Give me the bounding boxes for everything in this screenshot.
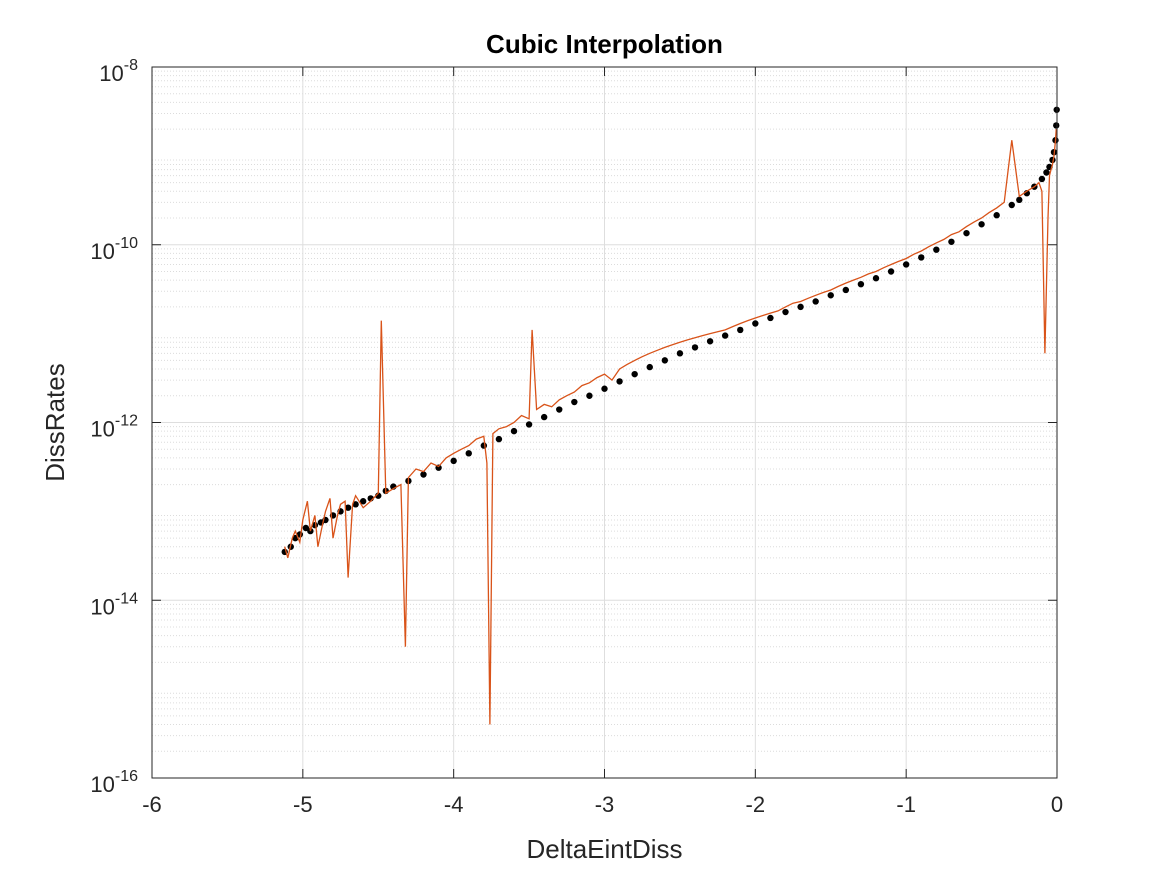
- x-tick-label: -4: [444, 792, 464, 817]
- data-point: [302, 524, 310, 532]
- y-tick-label: 10-12: [90, 413, 138, 442]
- data-point: [540, 413, 548, 421]
- data-point: [933, 246, 940, 253]
- data-point: [963, 229, 970, 237]
- x-tick-label: -6: [142, 792, 162, 817]
- data-point: [782, 308, 789, 316]
- data-point: [872, 275, 880, 282]
- x-tick-label: -3: [595, 792, 615, 817]
- y-tick-label: 10-10: [90, 235, 138, 264]
- data-point: [978, 221, 985, 228]
- data-point: [752, 320, 759, 327]
- data-point: [1008, 201, 1015, 209]
- data-point: [1053, 122, 1060, 129]
- data-point: [465, 450, 472, 457]
- tick-labels: -6 -5 -4 -3 -2 -1 0 10-16 10-14 10-12 10-10 10-8: [90, 57, 1063, 817]
- data-point: [495, 435, 503, 443]
- interpolation-line: [284, 129, 1057, 725]
- data-point: [352, 501, 359, 508]
- x-axis-label: DeltaEintDiss: [526, 834, 682, 864]
- data-point: [902, 261, 910, 268]
- data-point: [948, 238, 955, 245]
- x-tick-label: -1: [896, 792, 916, 817]
- data-point: [601, 385, 608, 392]
- data-point: [1038, 175, 1046, 183]
- data-point: [721, 332, 729, 339]
- data-point: [661, 357, 669, 364]
- data-point: [525, 421, 533, 428]
- data-point: [827, 292, 834, 299]
- data-point: [616, 378, 623, 385]
- data-point: [812, 298, 819, 305]
- x-tick-label: -5: [293, 792, 313, 817]
- data-point: [359, 498, 367, 505]
- data-point: [706, 338, 714, 345]
- data-point: [1043, 169, 1050, 176]
- y-tick-label: 10-16: [90, 768, 138, 797]
- data-point: [842, 286, 850, 294]
- data-point: [676, 350, 684, 357]
- y-axis-label: DissRates: [40, 363, 70, 481]
- data-point: [1016, 196, 1023, 204]
- data-point: [767, 314, 774, 322]
- series-layer: [281, 106, 1060, 725]
- data-point: [691, 344, 699, 351]
- chart-title: Cubic Interpolation: [486, 29, 723, 59]
- data-point: [586, 392, 593, 399]
- data-point: [737, 326, 744, 334]
- data-point: [918, 254, 925, 261]
- axes: [151, 66, 1058, 779]
- y-tick-label: 10-8: [99, 57, 138, 86]
- data-point: [631, 370, 638, 378]
- data-point: [797, 303, 804, 311]
- x-tick-label: 0: [1051, 792, 1063, 817]
- data-point: [556, 406, 563, 413]
- data-point: [510, 427, 518, 435]
- data-point: [450, 457, 457, 465]
- y-tick-label: 10-14: [90, 590, 138, 619]
- data-point: [646, 363, 653, 371]
- data-point: [420, 471, 427, 478]
- data-point: [344, 504, 352, 511]
- data-point: [887, 268, 895, 275]
- data-point: [480, 442, 488, 449]
- data-point: [857, 280, 865, 288]
- data-point: [571, 398, 578, 406]
- x-tick-label: -2: [746, 792, 766, 817]
- data-point: [993, 212, 1000, 219]
